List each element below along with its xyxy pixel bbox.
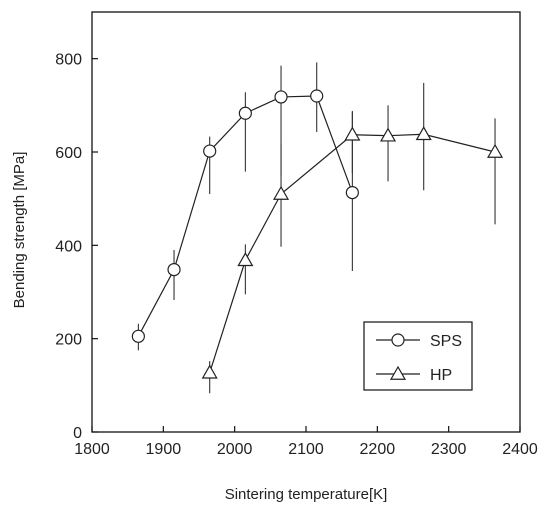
data-point-hp (272, 185, 290, 200)
y-tick-label: 600 (55, 145, 82, 162)
data-point-sps (203, 144, 217, 158)
x-tick-label: 2100 (288, 441, 324, 458)
y-tick-label: 0 (73, 425, 82, 442)
x-tick-label: 2000 (217, 441, 253, 458)
data-point-hp (201, 364, 218, 379)
legend-label-sps: SPS (430, 333, 462, 350)
data-point-sps (167, 263, 181, 277)
data-point-hp (237, 252, 254, 267)
data-point-hp (344, 126, 361, 141)
data-point-sps (274, 90, 288, 104)
legend-marker-sps (391, 333, 405, 347)
data-point-hp (486, 143, 504, 158)
x-tick-label: 1800 (74, 441, 110, 458)
data-point-sps (345, 186, 359, 200)
y-axis: 0 200 400 600 800 (55, 52, 98, 442)
series-hp (201, 82, 504, 394)
data-point-sps (238, 106, 252, 120)
legend-marker-hp (389, 365, 407, 380)
series-layer (131, 62, 504, 394)
x-axis: 1800 1900 2000 2100 2200 2300 2400 (74, 426, 538, 458)
data-point-sps (310, 89, 324, 103)
y-tick-label: 200 (55, 332, 82, 349)
y-tick-label: 400 (55, 238, 82, 255)
x-tick-label: 2200 (360, 441, 396, 458)
x-axis-title: Sintering temperature[K] (225, 486, 388, 503)
series-sps (131, 62, 359, 351)
y-tick-label: 800 (55, 52, 82, 69)
legend-label-hp: HP (430, 367, 452, 384)
data-point-hp (379, 127, 397, 142)
x-tick-label: 2300 (431, 441, 467, 458)
x-tick-label: 2400 (502, 441, 538, 458)
y-axis-title: Bending strength [MPa] (11, 152, 28, 309)
data-point-hp (415, 126, 432, 141)
data-point-sps (131, 329, 145, 343)
x-tick-label: 1900 (146, 441, 182, 458)
legend-box (363, 321, 473, 391)
legend: SPS HP (363, 321, 473, 391)
